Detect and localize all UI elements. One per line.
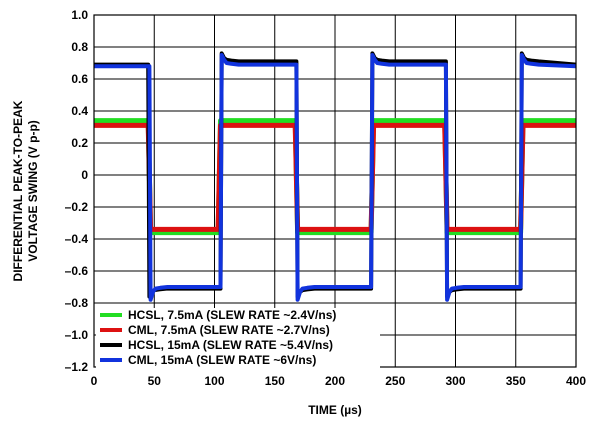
series-layer xyxy=(94,51,577,302)
y-tick-label: 0.2 xyxy=(71,136,88,150)
series-line-1 xyxy=(94,118,576,236)
y-tick-label: –0.2 xyxy=(65,200,89,214)
x-tick-label: 350 xyxy=(506,374,526,388)
legend-label-3: HCSL, 15mA (SLEW RATE ~5.4V/ns) xyxy=(128,338,333,352)
y-tick-label: 0 xyxy=(81,168,88,182)
y-axis-title: DIFFERENTIAL PEAK-TO-PEAK VOLTAGE SWING … xyxy=(11,100,40,281)
x-tick-label: 100 xyxy=(204,374,224,388)
y-axis-title-line-1: DIFFERENTIAL PEAK-TO-PEAK xyxy=(11,100,25,281)
legend-label-1: HCSL, 7.5mA (SLEW RATE ~2.4V/ns) xyxy=(128,308,336,322)
legend: HCSL, 7.5mA (SLEW RATE ~2.4V/ns)CML, 7.5… xyxy=(96,308,380,370)
x-tick-label: 400 xyxy=(566,374,586,388)
y-tick-label: 0.8 xyxy=(71,40,88,54)
y-tick-label: –0.4 xyxy=(65,232,89,246)
y-axis-title-line-2: VOLTAGE SWING (V p-p) xyxy=(26,120,40,262)
series-line-4 xyxy=(94,53,577,302)
legend-label-2: CML, 7.5mA (SLEW RATE ~2.7V/ns) xyxy=(128,323,330,337)
y-tick-labels: 1.0 0.8 0.6 0.4 0.2 0 –0.2 –0.4 –0.6 –0.8 –1.0 –1.2 xyxy=(65,8,89,374)
legend-label-4: CML, 15mA (SLEW RATE ~6V/ns) xyxy=(128,353,316,367)
y-tick-label: 0.4 xyxy=(71,104,88,118)
x-tick-label: 300 xyxy=(445,374,465,388)
x-tick-label: 0 xyxy=(91,374,98,388)
legend-background xyxy=(96,308,380,370)
y-tick-label: –1.0 xyxy=(65,328,89,342)
x-tick-labels: 0 50 100 150 200 250 300 350 400 xyxy=(91,374,587,388)
y-tick-label: –1.2 xyxy=(65,360,89,374)
x-axis-title: TIME (µs) xyxy=(308,403,362,417)
x-tick-label: 150 xyxy=(265,374,285,388)
x-tick-label: 250 xyxy=(385,374,405,388)
series-line-2 xyxy=(94,122,576,232)
grid xyxy=(93,14,577,368)
x-tick-label: 200 xyxy=(325,374,345,388)
y-tick-label: –0.6 xyxy=(65,264,89,278)
x-tick-label: 50 xyxy=(148,374,162,388)
y-tick-label: 1.0 xyxy=(71,8,88,22)
y-tick-label: 0.6 xyxy=(71,72,88,86)
y-tick-label: –0.8 xyxy=(65,296,89,310)
